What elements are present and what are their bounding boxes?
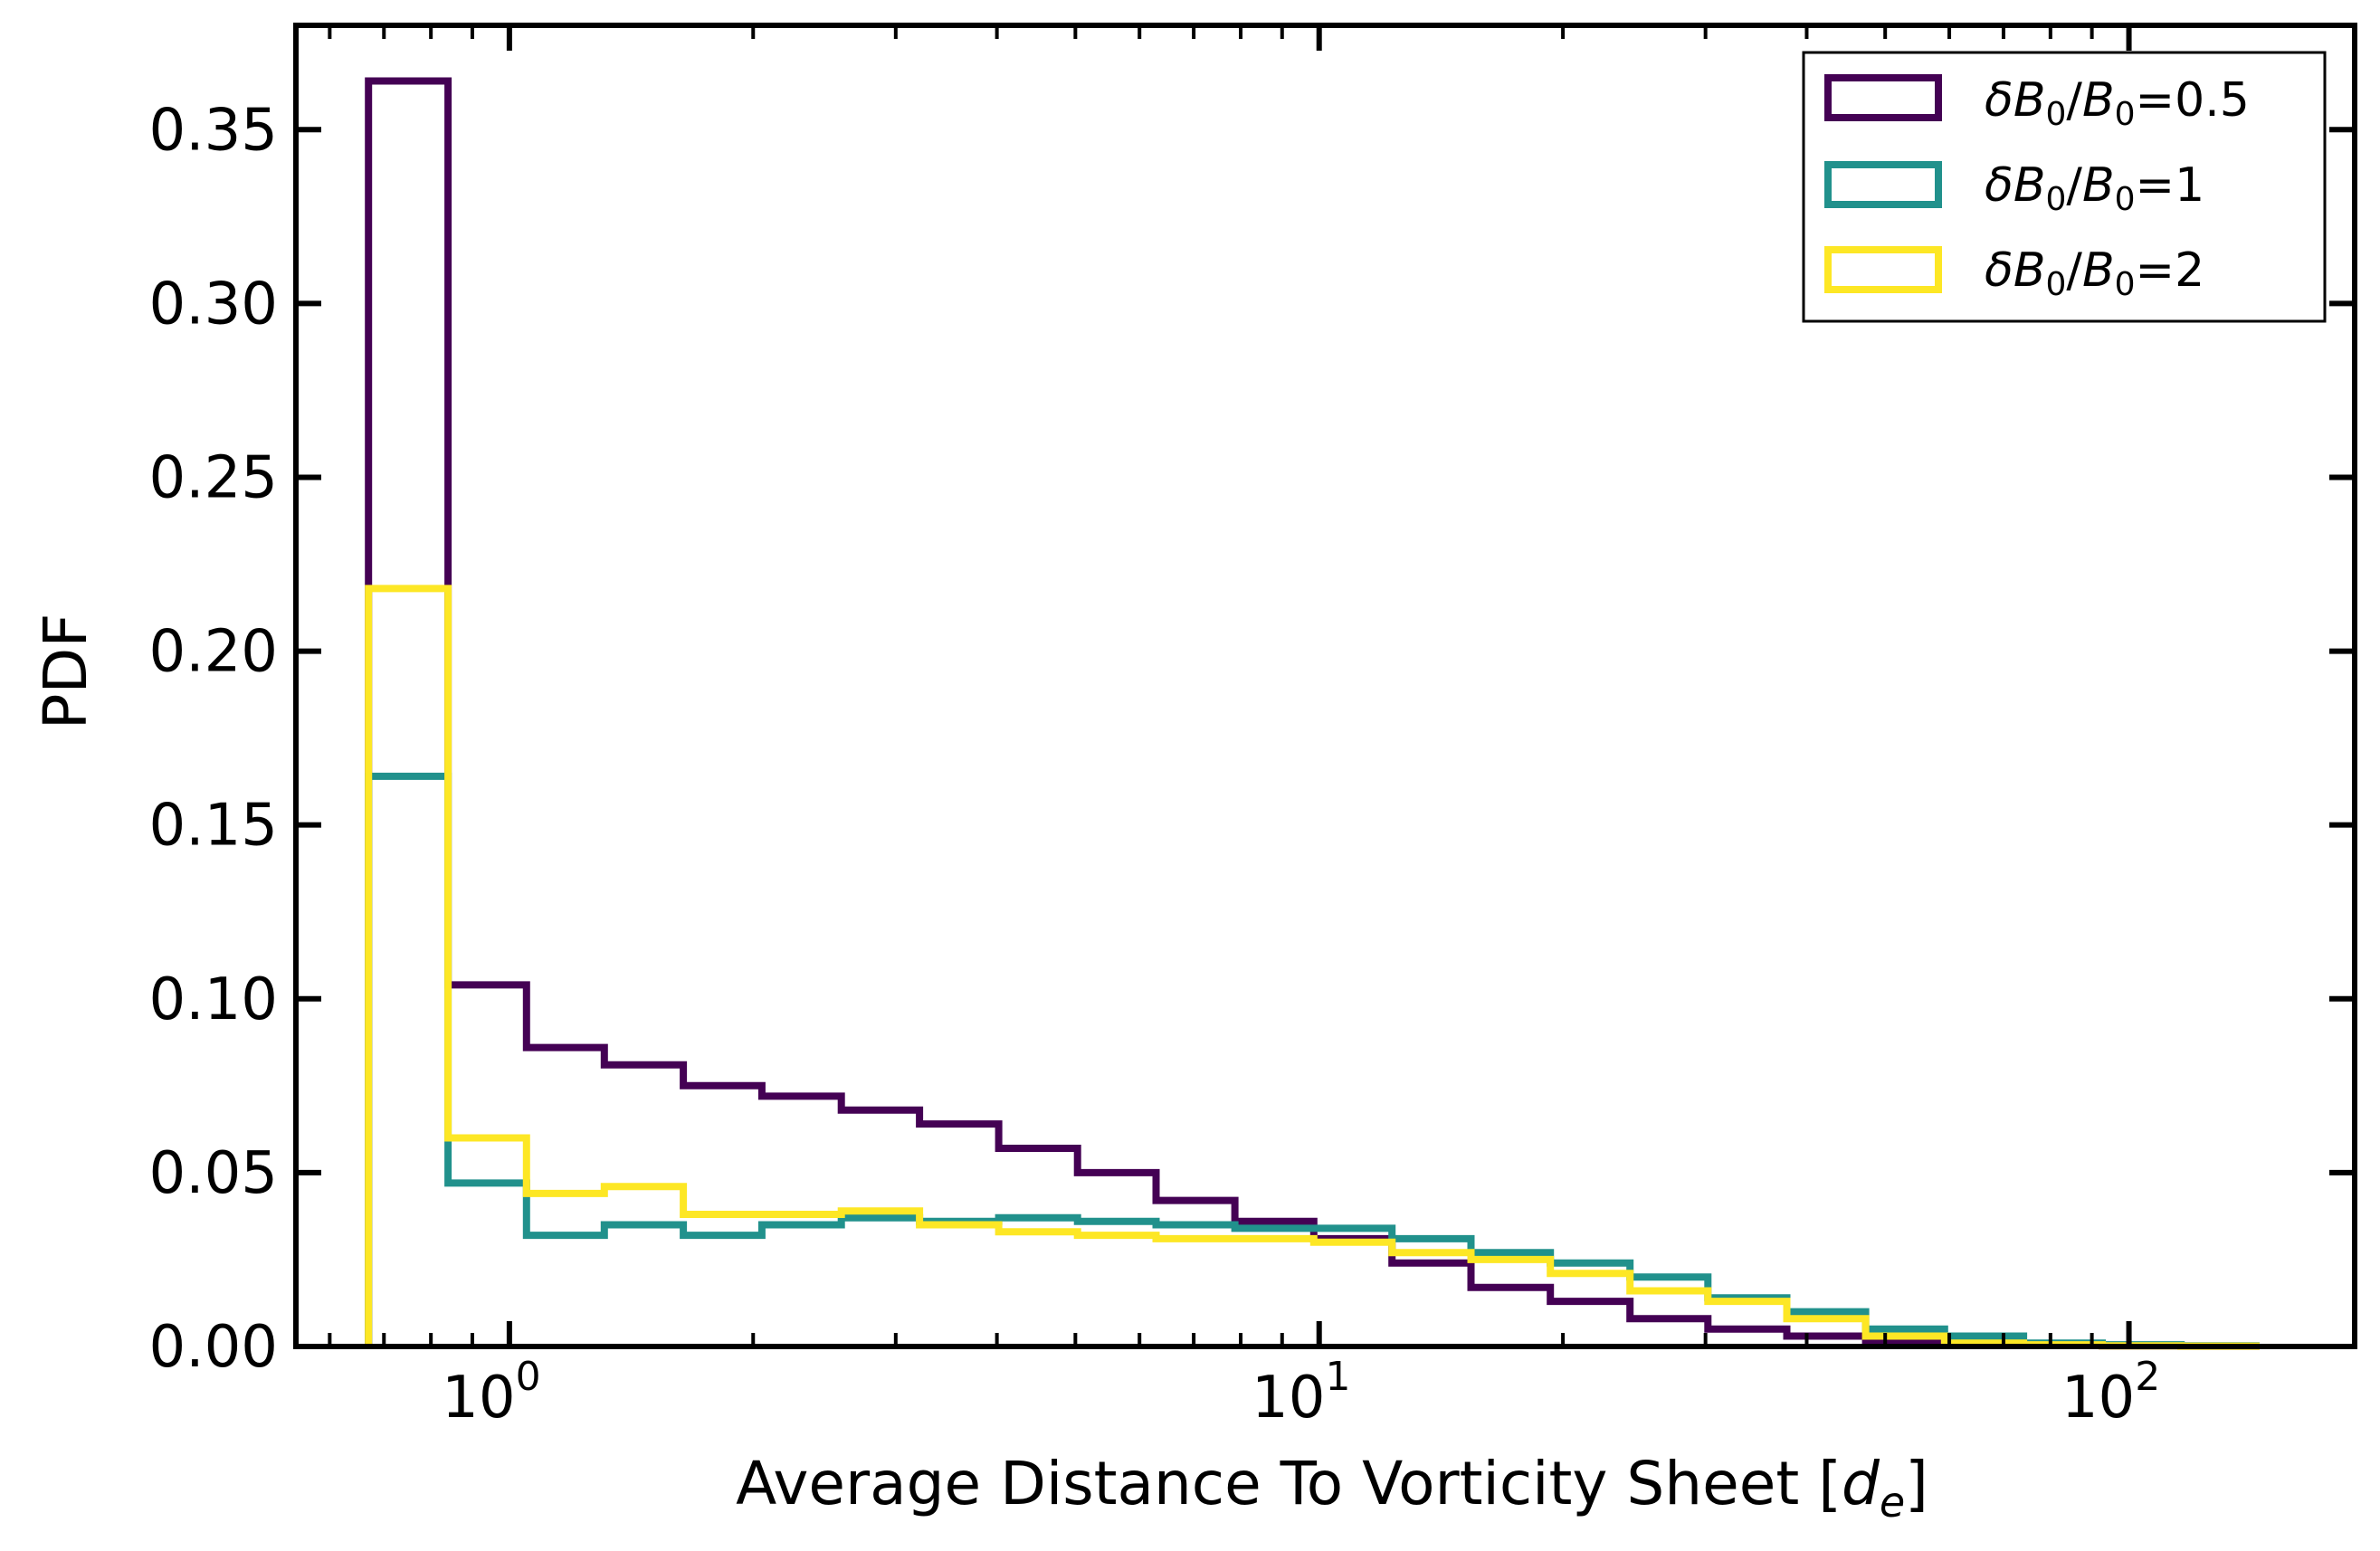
y-tick-label-6: 0.30 (149, 271, 279, 338)
legend: δB0/B0=0.5 δB0/B0=1 δB0/B0=2 (1802, 51, 2327, 323)
x-axis-label-symbol: d (1842, 1449, 1880, 1518)
x-axis-label: Average Distance To Vorticity Sheet [de] (736, 1449, 1928, 1527)
legend-swatch-0 (1824, 74, 1942, 121)
y-tick-label-0: 0.00 (149, 1314, 279, 1381)
y-tick-label-7: 0.35 (149, 97, 279, 164)
y-axis-label: PDF (31, 614, 100, 730)
legend-label-1: δB0/B0=1 (1985, 158, 2204, 218)
x-tick-label-0: 100 (442, 1354, 540, 1432)
y-tick-label-3: 0.15 (149, 793, 279, 860)
legend-swatch-2 (1824, 246, 1942, 293)
x-axis-label-text: Average Distance To Vorticity Sheet [ (736, 1449, 1842, 1518)
tick-label-layer: 0.00 0.05 0.10 0.15 0.20 0.25 0.30 0.35 100 101 10… (149, 97, 2161, 1432)
series-line-1 (365, 772, 2260, 1350)
series-layer (365, 77, 2260, 1350)
x-axis-label-close: ] (1905, 1449, 1928, 1518)
legend-label-0: δB0/B0=0.5 (1985, 73, 2250, 133)
x-tick-label-1: 101 (1252, 1354, 1350, 1432)
plot-frame (293, 23, 2357, 1349)
legend-label-2: δB0/B0=2 (1985, 243, 2204, 303)
series-line-2 (365, 585, 2260, 1350)
x-axis-label-subscript: e (1880, 1478, 1905, 1527)
x-tick-label-2: 102 (2061, 1354, 2160, 1432)
legend-box (1802, 51, 2327, 323)
y-tick-label-2: 0.10 (149, 966, 279, 1033)
y-tick-label-5: 0.25 (149, 444, 279, 511)
legend-swatch-1 (1824, 161, 1942, 208)
y-tick-label-1: 0.05 (149, 1140, 279, 1207)
y-tick-label-4: 0.20 (149, 619, 279, 686)
